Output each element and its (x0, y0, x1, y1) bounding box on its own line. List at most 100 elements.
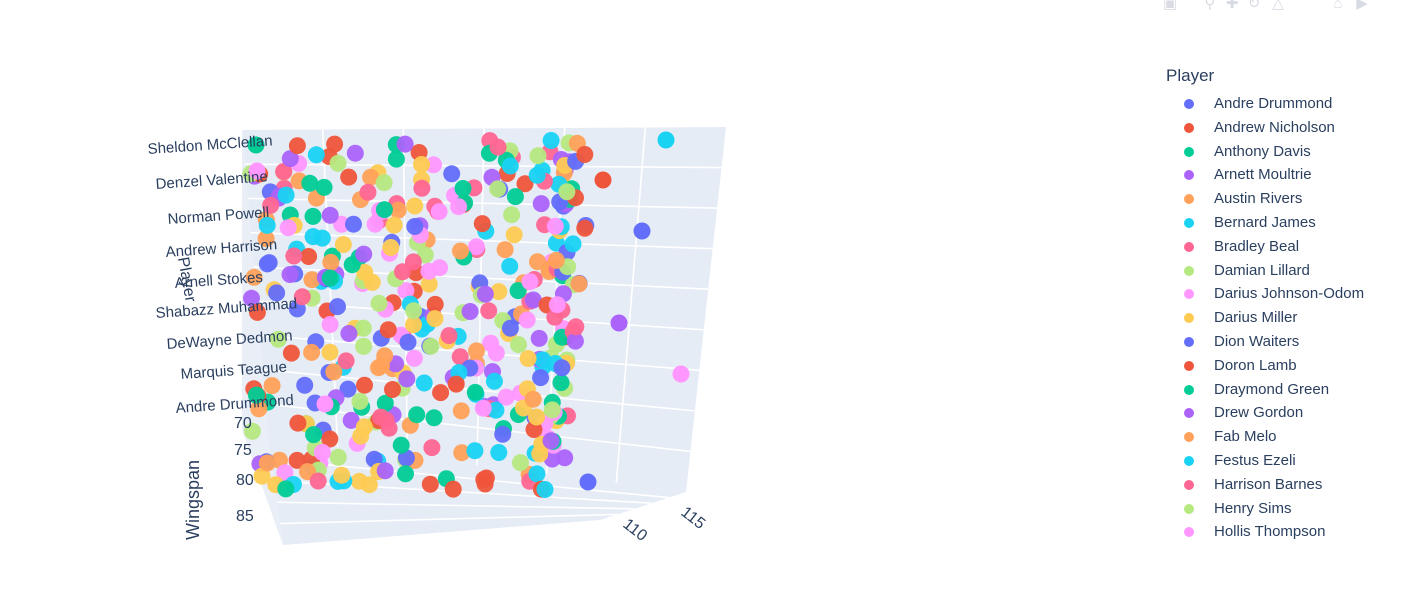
data-point (363, 273, 381, 291)
data-point (321, 206, 339, 224)
y-tick-label: Arnell Stokes (174, 269, 263, 292)
data-point (530, 329, 548, 347)
data-point (567, 318, 585, 336)
data-point (521, 273, 539, 291)
data-point (276, 464, 294, 482)
legend-label: Bradley Beal (1214, 237, 1300, 255)
zoom-icon[interactable]: ⚲ (1204, 0, 1216, 12)
legend-item[interactable]: Bernard James (1166, 211, 1396, 235)
modebar: ▣ ⚲ ✚ ↻ △ ⌂ ▶ (1160, 0, 1400, 14)
data-point (258, 255, 276, 273)
legend-item[interactable]: Austin Rivers (1166, 187, 1396, 211)
data-point (387, 150, 405, 168)
data-point (355, 337, 373, 355)
data-point (321, 269, 339, 287)
legend-item[interactable]: Andrew Nicholson (1166, 116, 1396, 140)
legend-item[interactable]: Doron Lamb (1166, 354, 1396, 378)
x-tick-label: 115 (678, 504, 709, 533)
data-point (354, 319, 372, 337)
data-point (576, 219, 594, 237)
data-point (497, 388, 515, 406)
data-point (301, 174, 319, 192)
legend-item[interactable]: Darius Miller (1166, 306, 1396, 330)
data-point (296, 376, 314, 394)
data-point (408, 406, 426, 424)
data-point (342, 411, 360, 429)
video-icon[interactable]: ▶ (1356, 0, 1368, 12)
legend-item[interactable]: Bradley Beal (1166, 235, 1396, 259)
legend-item[interactable]: Anthony Davis (1166, 140, 1396, 164)
legend-item[interactable]: Festus Ezeli (1166, 449, 1396, 473)
data-point (247, 386, 265, 404)
reset-camera-icon[interactable]: ⌂ (1333, 0, 1343, 12)
z-tick-label: 75 (234, 442, 252, 459)
data-point (281, 266, 299, 283)
data-point (558, 183, 576, 201)
data-point (594, 171, 612, 189)
data-point (304, 228, 322, 246)
data-point (269, 330, 287, 348)
data-point (334, 236, 352, 253)
legend-item[interactable]: Draymond Green (1166, 378, 1396, 402)
data-point (366, 215, 384, 233)
data-point (519, 350, 537, 367)
legend-item[interactable]: Fab Melo (1166, 425, 1396, 449)
pan-icon[interactable]: ✚ (1225, 0, 1239, 12)
legend-label: Darius Johnson-Odom (1214, 285, 1365, 303)
data-point (263, 377, 281, 395)
data-point (389, 201, 407, 219)
data-point (657, 131, 675, 149)
z-axis-title: Wingspan (183, 460, 203, 540)
data-point (397, 449, 415, 467)
turntable-rotation-icon[interactable]: △ (1272, 0, 1284, 12)
legend-item[interactable]: Harrison Barnes (1166, 473, 1396, 497)
data-point (279, 219, 297, 237)
z-tick-label: 80 (236, 472, 254, 489)
gridline (247, 197, 718, 209)
legend-label: Henry Sims (1214, 499, 1292, 517)
data-point (432, 384, 450, 402)
data-point (452, 242, 469, 260)
data-point (528, 166, 546, 184)
legend-label: Dion Waiters (1214, 332, 1300, 350)
legend-marker-icon (1184, 360, 1194, 371)
data-point (532, 195, 550, 213)
data-point (466, 383, 484, 401)
data-point (440, 327, 458, 345)
legend-item[interactable]: Arnett Moultrie (1166, 163, 1396, 187)
data-point (382, 239, 400, 256)
data-point (340, 168, 358, 186)
data-point (477, 469, 495, 487)
data-point (247, 136, 265, 154)
data-point (321, 343, 339, 361)
data-point (321, 430, 339, 448)
data-point (503, 206, 521, 224)
data-point (243, 422, 261, 440)
legend-item[interactable]: Andre Drummond (1166, 92, 1396, 116)
legend-item[interactable]: Damian Lillard (1166, 259, 1396, 283)
legend-marker-icon (1184, 408, 1194, 419)
legend-item[interactable]: Hollis Thompson (1166, 520, 1396, 544)
camera-icon[interactable]: ▣ (1162, 0, 1178, 12)
legend-label: Andrew Nicholson (1214, 118, 1335, 136)
legend-item[interactable]: Drew Gordon (1166, 401, 1396, 425)
legend-item[interactable]: Dion Waiters (1166, 330, 1396, 354)
data-point (243, 289, 260, 307)
data-point (531, 445, 549, 463)
orbit-rotation-icon[interactable]: ↻ (1247, 0, 1261, 12)
legend-label: Draymond Green (1214, 380, 1330, 398)
data-point (379, 321, 397, 339)
data-point (288, 137, 306, 155)
data-point (546, 217, 564, 235)
data-point (633, 222, 651, 240)
legend-item[interactable]: Darius Johnson-Odom (1166, 282, 1396, 306)
data-point (329, 448, 347, 466)
legend-label: Austin Rivers (1214, 190, 1303, 208)
data-point (275, 163, 293, 180)
data-point (512, 454, 529, 472)
data-point (566, 332, 584, 350)
data-point (610, 314, 628, 332)
legend-item[interactable]: Henry Sims (1166, 497, 1396, 521)
data-point (542, 132, 560, 149)
